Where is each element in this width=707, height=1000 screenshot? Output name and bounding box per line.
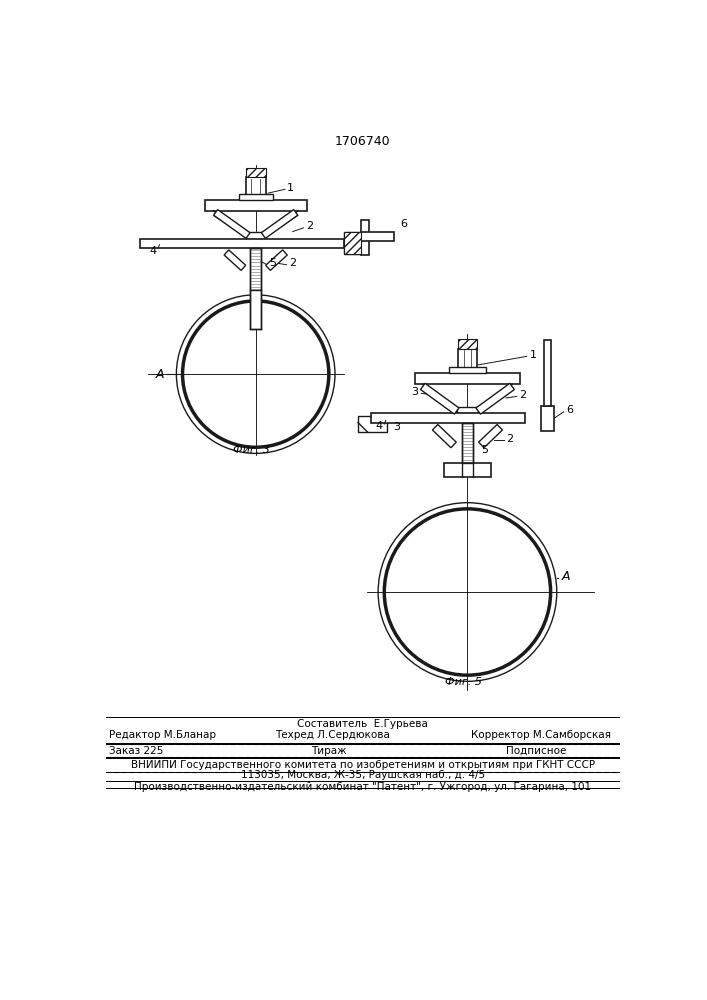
Bar: [444, 463, 491, 477]
Bar: [246, 177, 266, 200]
Text: ВНИИПИ Государственного комитета по изобретениям и открытиям при ГКНТ СССР: ВНИИПИ Государственного комитета по изоб…: [131, 760, 595, 770]
Polygon shape: [266, 250, 287, 270]
Text: 5: 5: [481, 445, 488, 455]
Bar: [205, 200, 307, 211]
Polygon shape: [262, 210, 298, 238]
Text: 4: 4: [150, 246, 157, 256]
Text: А: А: [156, 368, 164, 381]
Text: 6: 6: [566, 405, 573, 415]
Text: Корректор М.Самборская: Корректор М.Самборская: [472, 730, 612, 740]
Text: 2: 2: [306, 221, 313, 231]
Polygon shape: [421, 383, 459, 414]
Bar: [371, 413, 525, 423]
Text: 2: 2: [520, 390, 527, 400]
Bar: [457, 407, 478, 413]
Text: 2: 2: [506, 434, 513, 444]
Bar: [415, 373, 520, 384]
Bar: [250, 290, 261, 329]
Bar: [239, 194, 273, 200]
Text: 4: 4: [375, 421, 382, 431]
Bar: [344, 232, 361, 254]
Text: А: А: [562, 570, 571, 583]
Text: 3: 3: [393, 422, 400, 432]
Text: 113035, Москва, Ж-35, Раушская наб., д. 4/5: 113035, Москва, Ж-35, Раушская наб., д. …: [240, 770, 485, 780]
Polygon shape: [479, 424, 503, 448]
Polygon shape: [224, 250, 246, 270]
Bar: [541, 406, 554, 431]
Bar: [462, 423, 473, 463]
Text: Фиг. 3: Фиг. 3: [233, 445, 270, 455]
Bar: [250, 248, 261, 290]
Bar: [247, 232, 265, 239]
Text: Техред Л.Сердюкова: Техред Л.Сердюкова: [275, 730, 390, 740]
Text: Редактор М.Бланар: Редактор М.Бланар: [110, 730, 216, 740]
Text: 2: 2: [289, 258, 296, 268]
Bar: [449, 367, 486, 373]
Bar: [140, 239, 344, 248]
Bar: [458, 339, 477, 349]
Bar: [246, 168, 266, 177]
Bar: [361, 220, 369, 255]
Bar: [544, 340, 551, 406]
Bar: [344, 232, 361, 254]
Text: Производственно-издательский комбинат "Патент", г. Ужгород, ул. Гагарина, 101: Производственно-издательский комбинат "П…: [134, 782, 591, 792]
Text: Тираж: Тираж: [311, 746, 346, 756]
Bar: [458, 349, 477, 373]
Bar: [361, 232, 395, 241]
Text: Фиг. 5: Фиг. 5: [445, 677, 482, 687]
Bar: [358, 416, 387, 432]
Bar: [250, 248, 261, 290]
Polygon shape: [433, 424, 456, 448]
Text: 1: 1: [287, 183, 294, 193]
Text: 6: 6: [400, 219, 407, 229]
Text: Составитель  Е.Гурьева: Составитель Е.Гурьева: [297, 719, 428, 729]
Text: Подписное: Подписное: [506, 746, 566, 756]
Text: 1706740: 1706740: [335, 135, 390, 148]
Bar: [462, 423, 473, 463]
Polygon shape: [214, 210, 250, 238]
Text: 5: 5: [269, 258, 276, 268]
Text: Заказ 225: Заказ 225: [110, 746, 164, 756]
Text: 1: 1: [530, 350, 537, 360]
Text: 3: 3: [411, 387, 419, 397]
Polygon shape: [476, 383, 515, 414]
